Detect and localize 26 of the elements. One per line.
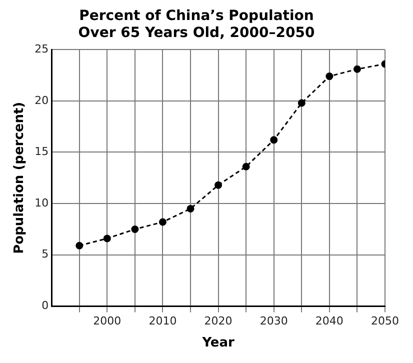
x-tick-label: 2040 xyxy=(315,314,344,328)
x-tick-label: 2050 xyxy=(371,314,399,328)
point xyxy=(214,181,222,189)
x-tick-label: 2000 xyxy=(93,314,122,328)
chart-title: Percent of China’s Population Over 65 Years Old, 2000–2050 xyxy=(78,8,315,41)
point xyxy=(270,136,278,144)
point xyxy=(131,225,139,233)
x-axis-title: Year xyxy=(201,336,235,351)
y-tick-label: 15 xyxy=(34,145,49,158)
x-tick-label: 2020 xyxy=(204,314,232,328)
point xyxy=(242,162,250,170)
x-tick-label: 2030 xyxy=(260,314,288,328)
point xyxy=(103,234,111,242)
point xyxy=(76,242,84,250)
point xyxy=(158,218,166,226)
point xyxy=(326,72,334,80)
y-tick-label: 25 xyxy=(34,42,49,56)
y-axis-title: Population (percent) xyxy=(12,102,28,254)
y-tick-label: 10 xyxy=(34,196,49,210)
y-tick-label: 5 xyxy=(42,248,49,261)
point xyxy=(298,99,306,107)
point xyxy=(186,204,194,212)
x-tick-label: 2010 xyxy=(148,314,177,328)
y-tick-label: 20 xyxy=(34,94,49,107)
y-tick-label: 0 xyxy=(42,299,49,312)
point xyxy=(353,65,361,73)
